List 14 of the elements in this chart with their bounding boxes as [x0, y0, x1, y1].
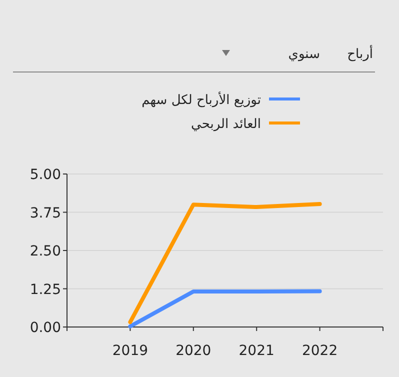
y-tick-label: 3.75: [30, 205, 61, 222]
y-tick-label: 0.00: [30, 320, 61, 336]
y-tick-label: 5.00: [30, 167, 61, 183]
chart-title: أرباح: [347, 45, 373, 62]
line-series: [128, 202, 322, 324]
x-tick-label: 2022: [302, 343, 338, 359]
x-tick-label: 2021: [238, 343, 274, 359]
x-tick-label: 2020: [176, 343, 212, 359]
legend-label: العائد الربحي: [191, 117, 261, 132]
y-tick-label: 1.25: [30, 282, 61, 298]
y-tick-label: 2.50: [30, 244, 61, 260]
x-tick-label: 2019: [112, 343, 148, 359]
chart-subtitle: سنوي: [288, 47, 320, 62]
legend-label: توزيع الأرباح لكل سهم: [142, 91, 262, 108]
